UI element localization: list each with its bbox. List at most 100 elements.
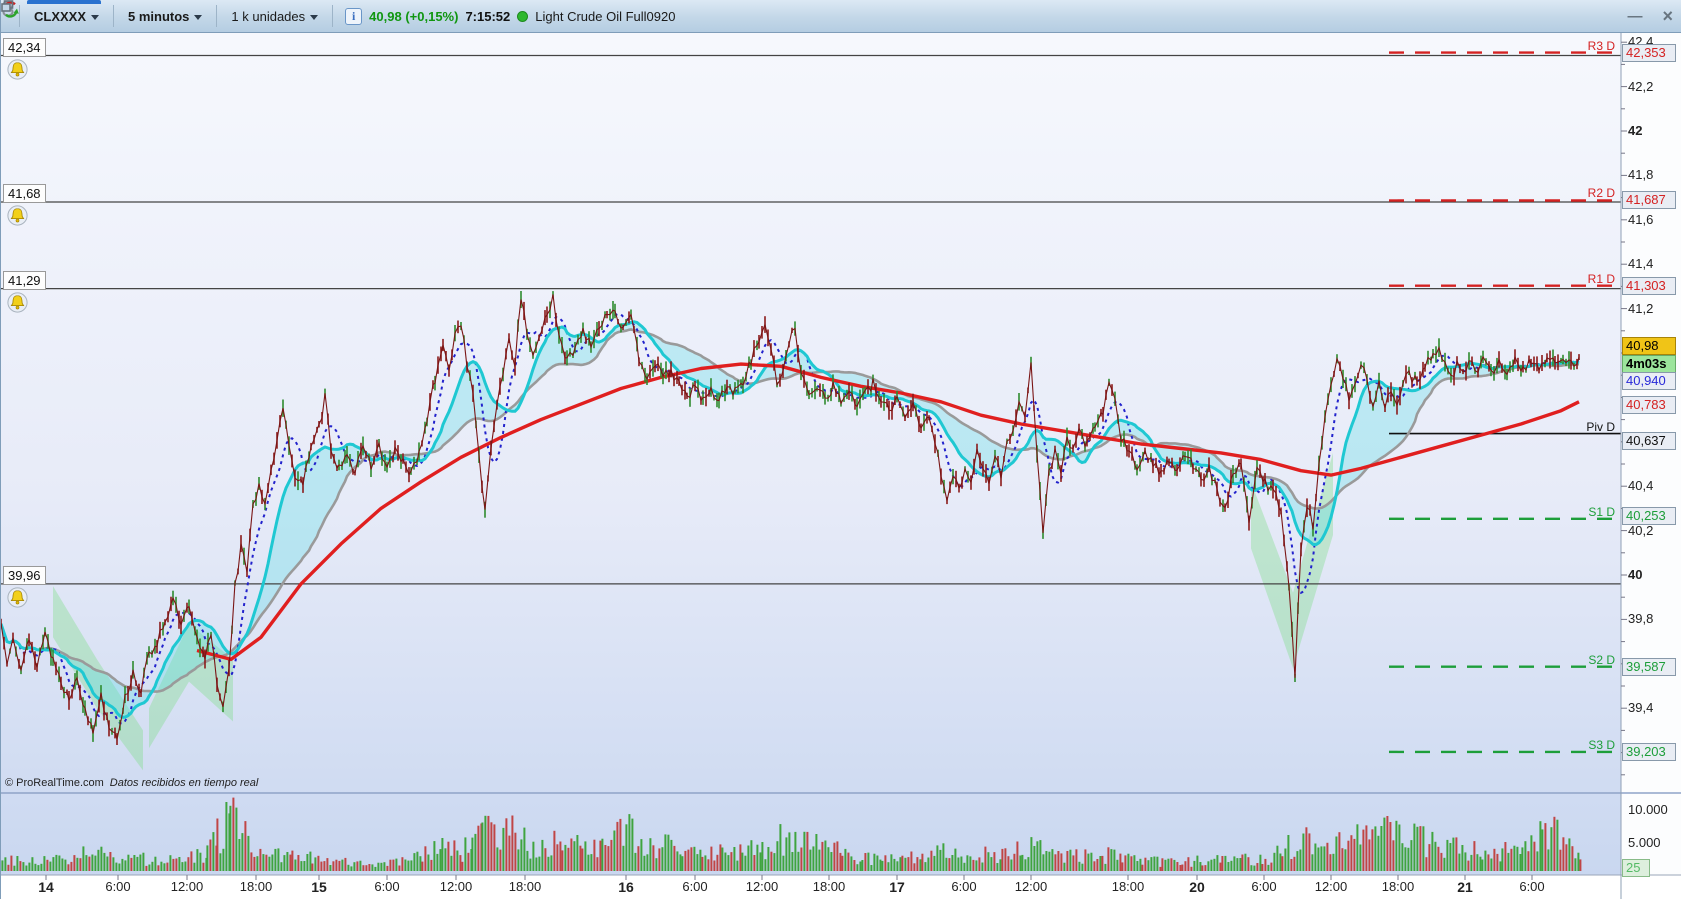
window-tab[interactable] (27, 0, 101, 4)
volume-bar (673, 845, 676, 871)
volume-bar (1213, 858, 1216, 871)
volume-bar (124, 860, 127, 871)
volume-bar (1332, 853, 1335, 871)
volume-bar (118, 863, 121, 871)
volume-bar (1204, 865, 1207, 871)
volume-bar (1019, 855, 1022, 871)
volume-bar (710, 846, 713, 871)
volume-bar (1267, 864, 1270, 871)
chevron-down-icon (310, 14, 319, 20)
volume-bar (1484, 850, 1487, 871)
level-label-s1-d: S1 D (1588, 504, 1615, 519)
feed-status-text: Datos recibidos en tiempo real (109, 777, 259, 789)
volume-bar (576, 835, 579, 871)
volume-bar (631, 818, 634, 871)
volume-bar (948, 858, 951, 871)
volume-bar (199, 852, 202, 871)
volume-bar (73, 855, 76, 871)
volume-bar (1344, 849, 1347, 871)
volume-bar (356, 861, 359, 871)
volume-bar (58, 855, 61, 871)
volume-bar (427, 854, 430, 871)
price-marker-41-303: 41,303 (1622, 277, 1676, 295)
volume-bar (178, 857, 181, 871)
symbol-label: CLXXXX (34, 8, 87, 24)
volume-bar (1021, 854, 1024, 871)
info-icon[interactable]: i (345, 7, 363, 25)
volume-bar (1513, 845, 1516, 871)
volume-bar (7, 864, 10, 871)
time-axis-label: 20 (1189, 879, 1205, 895)
time-axis-label: 18:00 (1111, 879, 1145, 894)
volume-bar (1553, 816, 1556, 871)
volume-bar (1464, 852, 1467, 871)
volume-bar (97, 849, 100, 871)
alarm-bell-icon[interactable] (7, 587, 28, 608)
minimize-button[interactable]: — (1627, 7, 1643, 25)
volume-bar (1386, 816, 1389, 871)
close-button[interactable]: × (1662, 6, 1673, 26)
time-axis-background[interactable] (1, 875, 1681, 899)
volume-bar (1039, 840, 1042, 871)
alarm-price-label: 41,68 (3, 184, 46, 204)
volume-bar (1374, 826, 1377, 871)
time-axis-label: 6:00 (374, 879, 400, 894)
ma-red-series (196, 362, 1580, 662)
volume-bar (320, 861, 323, 871)
volume-bar (1264, 858, 1267, 871)
volume-bar (1317, 847, 1320, 871)
volume-bar (1320, 846, 1323, 871)
alarm-bell-icon[interactable] (7, 58, 28, 80)
price-axis-label: 42,2 (1628, 78, 1654, 94)
volume-bar (1476, 854, 1479, 871)
volume-bar (419, 856, 422, 871)
volume-bar (1428, 844, 1431, 871)
volume-bar (52, 857, 55, 871)
timeframe-dropdown[interactable]: 5 minutos (120, 3, 210, 29)
units-dropdown[interactable]: 1 k unidades (223, 3, 326, 29)
volume-bar (921, 853, 924, 871)
volume-bar (800, 847, 803, 871)
volume-bar (1130, 856, 1133, 871)
alarm-price-label: 42,34 (3, 37, 46, 57)
alarm-bell-icon[interactable] (7, 292, 28, 313)
volume-bar (1190, 866, 1193, 871)
volume-bar (1305, 827, 1308, 871)
volume-bar (253, 856, 256, 871)
volume-bar (616, 821, 619, 871)
volume-bar (250, 852, 253, 871)
volume-bar (395, 858, 398, 871)
last-price: 40,98 (+0,15%) (369, 8, 459, 24)
volume-bar (1422, 826, 1425, 871)
price-axis-background[interactable] (1621, 32, 1681, 899)
volume-bar (850, 856, 853, 871)
volume-bar (1536, 851, 1539, 871)
units-label: 1 k unidades (231, 8, 306, 24)
volume-bar (82, 846, 85, 871)
volume-bar (16, 856, 19, 871)
time-axis-label: 18:00 (1381, 879, 1415, 894)
volume-bar (556, 844, 559, 871)
volume-bar (996, 863, 999, 871)
volume-bar (377, 862, 380, 871)
volume-bar (544, 848, 547, 871)
volume-bar (1556, 819, 1559, 871)
volume-bar (461, 861, 464, 871)
volume-bar (864, 853, 867, 871)
chevron-down-icon (194, 14, 203, 20)
volume-bar (467, 852, 470, 871)
volume-bar (112, 857, 115, 871)
volume-bar (1193, 860, 1196, 871)
volume-bar (924, 862, 927, 871)
symbol-dropdown[interactable]: CLXXXX (26, 3, 107, 29)
alarm-bell-icon[interactable] (7, 205, 28, 226)
plot-background[interactable] (1, 32, 1621, 875)
volume-bar (1443, 857, 1446, 871)
volume-bar (61, 858, 64, 871)
volume-bar (133, 855, 136, 871)
volume-bar (13, 865, 16, 871)
volume-bar (1176, 862, 1179, 871)
volume-bar (640, 839, 643, 871)
